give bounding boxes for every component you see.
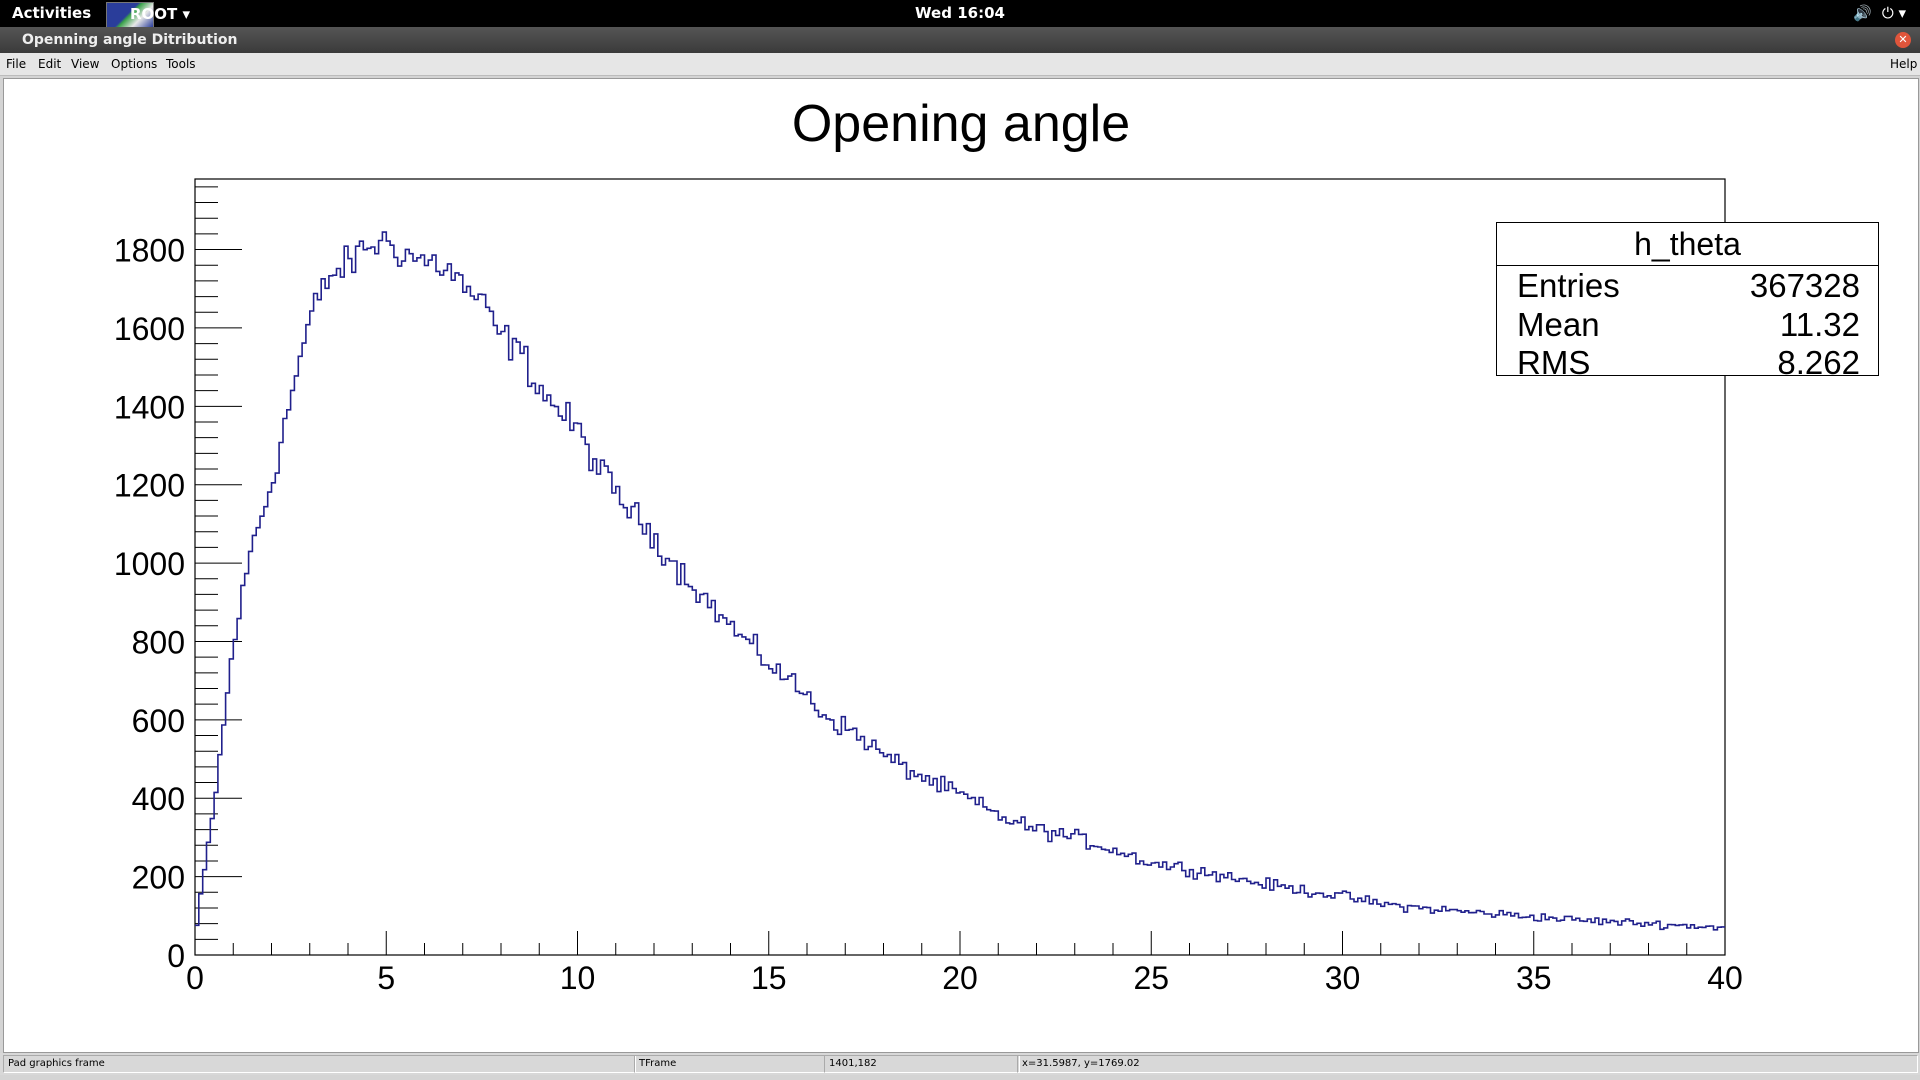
clock[interactable]: Wed 16:04: [915, 4, 1005, 22]
menu-edit[interactable]: Edit: [38, 57, 62, 71]
y-tick-label: 800: [132, 624, 185, 660]
menu-tools[interactable]: Tools: [166, 57, 196, 71]
menu-view[interactable]: View: [71, 57, 100, 71]
stats-box[interactable]: h_theta Entries 367328 Mean 11.32 RMS 8.…: [1496, 222, 1879, 381]
histogram-line: [195, 231, 1725, 931]
menu-bar: File Edit View Options Tools Help: [0, 53, 1920, 76]
stats-histogram-name: h_theta: [1497, 225, 1878, 266]
window-title: Openning angle Ditribution: [22, 32, 238, 48]
y-axis: 0 200 400 600 800 1000 1200 1400 1600 1800: [114, 186, 242, 974]
stats-entries-label: Entries: [1517, 267, 1620, 304]
menu-options[interactable]: Options: [111, 57, 158, 71]
y-tick-label: 600: [132, 703, 185, 739]
x-axis: 0 5 10 15 20 25 30 35 40: [186, 931, 1743, 996]
window-title-bar[interactable]: Openning angle Ditribution ✕: [0, 27, 1920, 53]
y-tick-label: 400: [132, 781, 185, 817]
status-pixel-position: 1401,182: [824, 1055, 1020, 1073]
menu-help[interactable]: Help: [1890, 57, 1918, 71]
histogram-plot[interactable]: Opening angle 02004006008001000120014001…: [4, 79, 1918, 1052]
graphics-canvas[interactable]: Opening angle 0 200 400 600 800 1000 1200 1400 1…: [3, 78, 1919, 1053]
status-coordinates: x=31.5987, y=1769.02: [1017, 1055, 1918, 1073]
x-tick-label: 15: [751, 960, 787, 996]
x-tick-label: 5: [377, 960, 395, 996]
system-tray[interactable]: 🔊 ⏻ ▾: [1853, 4, 1906, 22]
x-tick-label: 20: [942, 960, 978, 996]
stats-rms-label: RMS: [1517, 344, 1591, 381]
app-menu-label: ROOT ▾: [130, 5, 191, 23]
x-tick-label: 30: [1325, 960, 1361, 996]
volume-icon[interactable]: 🔊: [1853, 4, 1872, 22]
y-tick-label: 1200: [114, 468, 185, 504]
stats-row-mean: Mean 11.32: [1517, 306, 1860, 344]
stats-mean-value: 11.32: [1779, 306, 1860, 343]
y-tick-label: 200: [132, 860, 185, 896]
x-tick-label: 35: [1516, 960, 1552, 996]
y-tick-label: 0: [167, 938, 185, 974]
activities-button[interactable]: Activities: [12, 4, 92, 22]
y-tick-label: 1800: [114, 233, 185, 269]
root-canvas-window: Openning angle Ditribution ✕ File Edit V…: [0, 27, 1920, 1080]
x-tick-label: 25: [1133, 960, 1169, 996]
status-object-class: TFrame: [634, 1055, 825, 1073]
system-top-bar: Activities ROOT ▾ Wed 16:04 🔊 ⏻ ▾: [0, 0, 1920, 28]
stats-rms-value: 8.262: [1777, 344, 1860, 381]
close-icon[interactable]: ✕: [1895, 32, 1911, 48]
clock-area: Wed 16:04: [0, 4, 1920, 22]
status-object-name: Pad graphics frame: [3, 1055, 636, 1073]
menu-file[interactable]: File: [6, 57, 27, 71]
stats-mean-label: Mean: [1517, 306, 1600, 343]
y-tick-label: 1000: [114, 546, 185, 582]
power-menu-icon[interactable]: ⏻ ▾: [1881, 4, 1906, 22]
stats-entries-value: 367328: [1749, 267, 1860, 304]
x-tick-label: 10: [560, 960, 596, 996]
y-tick-label: 1400: [114, 389, 185, 425]
stats-row-rms: RMS 8.262: [1517, 344, 1860, 382]
x-tick-label: 0: [186, 960, 204, 996]
x-tick-label: 40: [1707, 960, 1743, 996]
chart-title: Opening angle: [792, 95, 1130, 153]
y-tick-label: 1600: [114, 311, 185, 347]
stats-row-entries: Entries 367328: [1517, 267, 1860, 305]
status-bar: Pad graphics frame TFrame 1401,182 x=31.…: [0, 1053, 1920, 1075]
app-menu[interactable]: ROOT ▾: [106, 2, 190, 28]
